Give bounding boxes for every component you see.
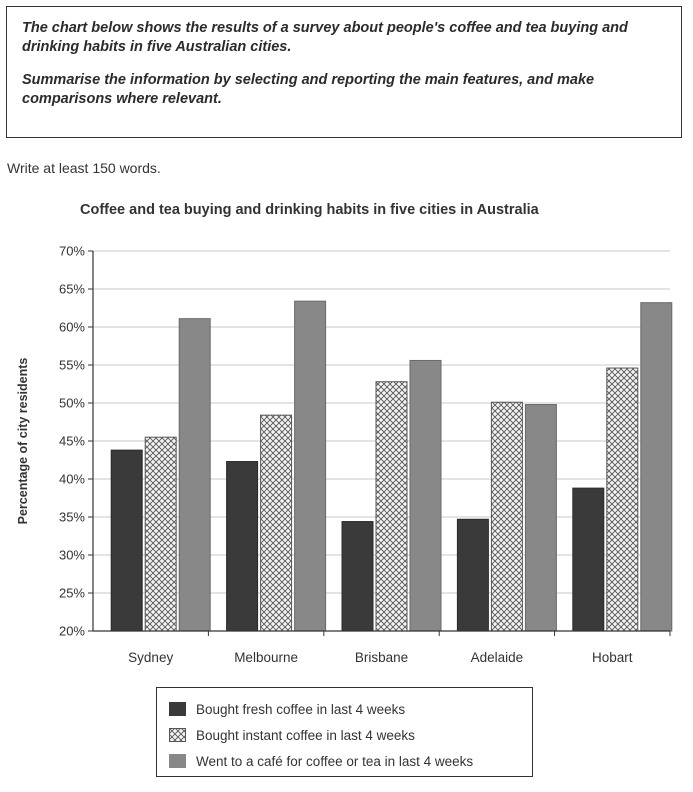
x-tick-label: Hobart <box>592 650 633 665</box>
bar-sydney-series-2 <box>178 318 211 632</box>
task-description: The chart below shows the results of a s… <box>22 20 628 55</box>
bar-hobart-series-0 <box>572 487 605 632</box>
bar-sydney-series-0 <box>110 449 143 632</box>
legend-label-instant: Bought instant coffee in last 4 weeks <box>196 727 415 743</box>
word-count-instruction: Write at least 150 words. <box>7 160 161 176</box>
legend-swatch-fresh <box>169 702 186 716</box>
y-tick-label: 20% <box>59 624 85 639</box>
legend-item-instant: Bought instant coffee in last 4 weeks <box>169 722 532 748</box>
bar-adelaide-series-2 <box>524 404 557 632</box>
bar-melbourne-series-1 <box>260 414 293 632</box>
bar-melbourne-series-2 <box>294 300 327 632</box>
bar-brisbane-series-0 <box>341 521 374 632</box>
task-prompt-box: The chart below shows the results of a s… <box>6 6 682 138</box>
y-tick-label: 30% <box>59 548 85 563</box>
legend-label-fresh: Bought fresh coffee in last 4 weeks <box>196 701 406 717</box>
y-tick-label: 35% <box>59 510 85 525</box>
legend-item-fresh: Bought fresh coffee in last 4 weeks <box>169 696 532 722</box>
bar-melbourne-series-0 <box>226 461 259 632</box>
legend-item-cafe: Went to a café for coffee or tea in last… <box>169 748 532 774</box>
task-instruction: Summarise the information by selecting a… <box>22 72 595 107</box>
bar-brisbane-series-2 <box>409 359 442 632</box>
y-axis-label: Percentage of city residents <box>16 358 30 525</box>
y-tick-label: 60% <box>59 320 85 335</box>
x-tick-label: Adelaide <box>471 650 524 665</box>
bar-brisbane-series-1 <box>375 381 408 632</box>
bar-sydney-series-1 <box>144 436 177 632</box>
legend-swatch-instant <box>169 728 186 742</box>
y-tick-label: 50% <box>59 396 85 411</box>
y-tick-label: 65% <box>59 282 85 297</box>
y-tick-label: 45% <box>59 434 85 449</box>
y-tick-label: 55% <box>59 358 85 373</box>
y-tick-label: 40% <box>59 472 85 487</box>
y-tick-label: 25% <box>59 586 85 601</box>
bar-hobart-series-1 <box>606 367 639 632</box>
legend-label-cafe: Went to a café for coffee or tea in last… <box>196 753 474 769</box>
chart-title: Coffee and tea buying and drinking habit… <box>80 202 539 218</box>
y-tick-label: 70% <box>59 244 85 259</box>
bar-adelaide-series-1 <box>490 401 523 632</box>
x-tick-label: Brisbane <box>355 650 408 665</box>
legend-swatch-cafe <box>169 754 186 768</box>
bar-hobart-series-2 <box>640 302 673 632</box>
x-tick-label: Sydney <box>128 650 173 665</box>
bar-chart: 20% 25% 30% 35% 40% 45% 50% 55% 60% 65% 70% Sydney M… <box>16 244 673 665</box>
chart-legend: Bought fresh coffee in last 4 weeks Boug… <box>156 687 533 777</box>
bar-adelaide-series-0 <box>456 518 489 632</box>
x-tick-label: Melbourne <box>234 650 298 665</box>
